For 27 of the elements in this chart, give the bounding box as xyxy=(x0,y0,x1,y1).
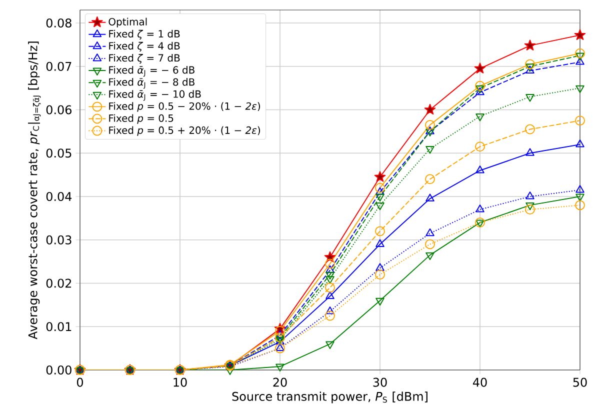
y-tick-label: 0.00 xyxy=(46,365,72,375)
y-tick-label: 0.03 xyxy=(46,235,72,244)
legend-label: Fixed ᾱ$_{J}$ = − 10 dB xyxy=(109,90,201,101)
x-tick-label: 50 xyxy=(573,378,587,387)
y-tick-label: 0.07 xyxy=(46,62,72,71)
y-tick-label: 0.04 xyxy=(46,192,72,202)
x-tick-label: 10 xyxy=(174,378,187,387)
legend-label: Fixed ζ = 1 dB xyxy=(109,30,180,40)
y-axis-title: Average worst-case covert rate, pr$_{C}$|$_{αJ=ζᾱJ}$ [bps/Hz] xyxy=(28,42,41,340)
x-tick-label: 0 xyxy=(76,378,84,387)
legend-label: Fixed p = 0.5 + 20% · (1 − 2ε) xyxy=(109,126,260,136)
x-tick-label: 30 xyxy=(373,378,387,387)
legend-label: Fixed ζ = 4 dB xyxy=(109,42,180,52)
x-tick-label: 20 xyxy=(273,378,287,387)
legend-label: Optimal xyxy=(108,18,147,28)
y-tick-label: 0.02 xyxy=(46,278,72,288)
y-tick-label: 0.06 xyxy=(46,105,72,114)
x-axis-title: Source transmit power, P$_{S}$ [dBm] xyxy=(232,392,428,404)
y-tick-label: 0.01 xyxy=(46,322,72,332)
x-tick-label: 40 xyxy=(472,378,487,387)
y-tick-label: 0.08 xyxy=(46,18,72,28)
legend-label: Fixed ᾱ$_{J}$ = − 8 dB xyxy=(109,78,194,89)
legend-label: Fixed ζ = 7 dB xyxy=(109,54,180,64)
y-tick-label: 0.05 xyxy=(46,148,72,158)
legend-label: Fixed ᾱ$_{J}$ = − 6 dB xyxy=(109,66,194,77)
legend-label: Fixed p = 0.5 xyxy=(109,114,174,124)
legend-label: Fixed p = 0.5 − 20% · (1 − 2ε) xyxy=(109,102,260,112)
